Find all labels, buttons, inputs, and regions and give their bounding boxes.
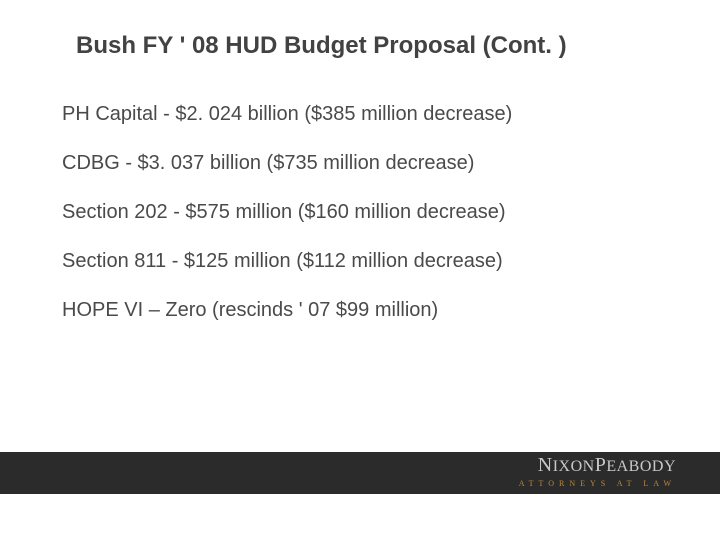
brand-logo-main: NIXONPEABODY (519, 454, 676, 477)
bullet-line: PH Capital - $2. 024 billion ($385 milli… (62, 102, 660, 127)
bullet-line: Section 811 - $125 million ($112 million… (62, 249, 660, 274)
brand-logo: NIXONPEABODY ATTORNEYS AT LAW (519, 454, 676, 488)
slide: Bush FY ' 08 HUD Budget Proposal (Cont. … (0, 0, 720, 540)
footer-bar: NIXONPEABODY ATTORNEYS AT LAW (0, 452, 720, 494)
bullet-line: CDBG - $3. 037 billion ($735 million dec… (62, 151, 660, 176)
slide-content: PH Capital - $2. 024 billion ($385 milli… (62, 102, 660, 347)
bullet-line: Section 202 - $575 million ($160 million… (62, 200, 660, 225)
bullet-line: HOPE VI – Zero (rescinds ' 07 $99 millio… (62, 298, 660, 323)
slide-title: Bush FY ' 08 HUD Budget Proposal (Cont. … (76, 32, 567, 60)
brand-logo-sub: ATTORNEYS AT LAW (519, 479, 676, 488)
